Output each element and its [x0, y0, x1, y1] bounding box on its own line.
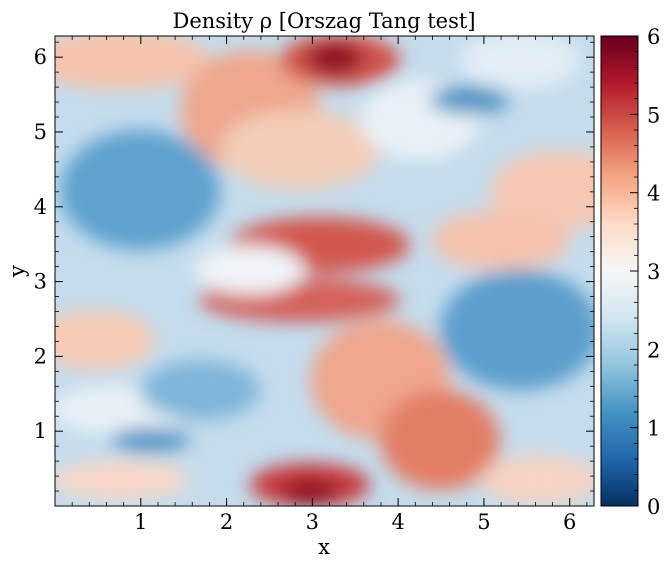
density-patch: [140, 360, 260, 420]
colorbar: 0 1 2 3 4 5 6: [600, 25, 660, 519]
plot-frame: [54, 35, 595, 507]
density-patch: [220, 110, 380, 190]
colorbar-tick-label: 1: [647, 417, 660, 441]
y-tick-label: 3: [34, 270, 47, 294]
density-patch: [380, 390, 500, 490]
density-patch: [55, 460, 190, 500]
colorbar-tick-label: 2: [647, 338, 660, 362]
x-tick-label: 6: [563, 510, 576, 534]
colorbar-tick-label: 3: [647, 260, 660, 284]
density-patch: [110, 428, 190, 452]
colorbar-ticks: 0 1 2 3 4 5 6: [630, 25, 660, 519]
density-patch: [55, 310, 155, 370]
x-tick-label: 5: [477, 510, 490, 534]
density-patch: [440, 270, 594, 390]
x-axis-label: x: [318, 535, 330, 559]
y-tick-label: 1: [34, 419, 47, 443]
density-patch: [55, 36, 210, 90]
y-tick-label: 4: [34, 195, 47, 219]
density-patch: [282, 480, 338, 504]
density-patch: [195, 245, 305, 295]
colorbar-tick-label: 4: [647, 182, 660, 206]
y-tick-label: 6: [34, 45, 47, 69]
density-patch: [430, 210, 570, 270]
x-tick-label: 4: [391, 510, 404, 534]
chart-title: Density ρ [Orszag Tang test]: [172, 9, 475, 33]
density-patch: [460, 36, 580, 90]
density-patch: [430, 86, 510, 114]
y-tick-label: 5: [34, 120, 47, 144]
y-tick-label: 2: [34, 344, 47, 368]
colorbar-tick-label: 0: [647, 495, 660, 519]
heatmap-field: [55, 36, 594, 506]
density-patch: [60, 130, 220, 250]
density-patch: [480, 455, 594, 505]
x-tick-label: 3: [306, 510, 319, 534]
colorbar-tick-label: 6: [647, 25, 660, 49]
density-patch: [307, 42, 363, 74]
density-patch: [490, 150, 594, 230]
y-axis-label: y: [5, 265, 29, 278]
axes: 1 2 3 4 5 6 1 2 3 4 5 6: [34, 35, 595, 534]
colorbar-tick-label: 5: [647, 103, 660, 127]
x-tick-label: 2: [220, 510, 233, 534]
x-tick-label: 1: [134, 510, 147, 534]
